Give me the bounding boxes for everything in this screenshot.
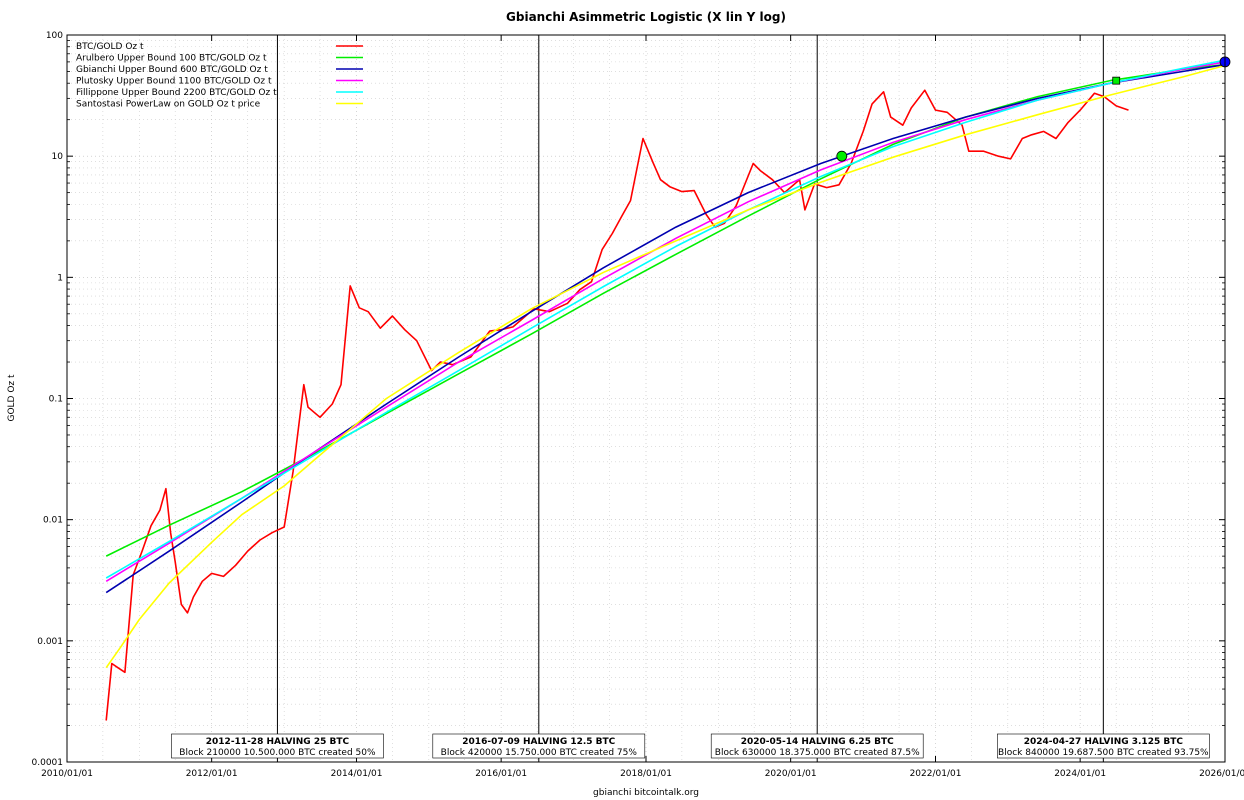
plot-series: [105, 59, 1226, 721]
annotation-subtitle: Block 210000 10.500.000 BTC created 50%: [179, 748, 376, 758]
y-tick-label: 0.01: [43, 516, 63, 526]
x-tick-label: 2020/01/01: [765, 769, 817, 779]
halving-lines: [276, 35, 1104, 762]
x-tick-label: 2016/01/01: [475, 769, 527, 779]
annotation-box: [710, 733, 924, 759]
x-tick-label: 2022/01/01: [910, 769, 962, 779]
legend-label-5: Santostasi PowerLaw on GOLD Oz t price: [76, 100, 261, 110]
annotation-subtitle: Block 840000 19.687.500 BTC created 93.7…: [998, 748, 1209, 758]
annotation-title: 2024-04-27 HALVING 3.125 BTC: [1024, 737, 1184, 747]
annotation-subtitle: Block 630000 18.375.000 BTC created 87.5…: [715, 748, 920, 758]
legend-label-0: BTC/GOLD Oz t: [76, 42, 144, 52]
x-axis-label: gbianchi bitcointalk.org: [593, 788, 699, 798]
annotation-box: [432, 733, 646, 759]
y-tick-label: 0.1: [49, 395, 63, 405]
plot-frame: [66, 34, 1226, 763]
marker-0: [836, 150, 848, 162]
legend-label-1: Arulbero Upper Bound 100 BTC/GOLD Oz t: [76, 54, 267, 64]
series-line-1: [105, 63, 1226, 557]
y-axis-label: GOLD Oz t: [7, 374, 17, 422]
annotation-box: [171, 733, 384, 759]
legend-label-2: Gbianchi Upper Bound 600 BTC/GOLD Oz t: [76, 65, 268, 75]
legend-label-4: Fillippone Upper Bound 2200 BTC/GOLD Oz …: [76, 88, 277, 98]
x-tick-label: 2024/01/01: [1054, 769, 1106, 779]
y-tick-label: 0.001: [37, 637, 63, 647]
legend: BTC/GOLD Oz t Arulbero Upper Bound 100 BT…: [76, 42, 363, 110]
y-tick-label: 100: [46, 31, 63, 41]
y-tick-label: 0.0001: [32, 758, 64, 768]
x-tick-label: 2018/01/01: [620, 769, 672, 779]
y-tick-label: 1: [57, 273, 63, 283]
x-axis-ticks: 2010/01/01 2012/01/01 2014/01/01 2016/01/01…: [41, 35, 1244, 779]
x-tick-label: 2012/01/01: [186, 769, 238, 779]
x-tick-label: 2026/01/01: [1199, 769, 1244, 779]
y-tick-label: 10: [52, 152, 64, 162]
annotation-subtitle: Block 420000 15.750.000 BTC created 75%: [441, 748, 638, 758]
annotation-title: 2020-05-14 HALVING 6.25 BTC: [741, 737, 894, 747]
annotation-title: 2016-07-09 HALVING 12.5 BTC: [462, 737, 615, 747]
series-line-5: [105, 64, 1226, 669]
annotation-box: [997, 733, 1210, 759]
legend-label-3: Plutosky Upper Bound 1100 BTC/GOLD Oz t: [76, 77, 272, 87]
series-line-4: [105, 59, 1226, 579]
x-tick-label: 2014/01/01: [331, 769, 383, 779]
chart-title: Gbianchi Asimmetric Logistic (X lin Y lo…: [506, 10, 786, 24]
series-line-0: [105, 89, 1129, 721]
grid: [66, 34, 1226, 763]
annotation-title: 2012-11-28 HALVING 25 BTC: [206, 737, 350, 747]
marker-1: [1112, 76, 1121, 85]
x-tick-label: 2010/01/01: [41, 769, 93, 779]
